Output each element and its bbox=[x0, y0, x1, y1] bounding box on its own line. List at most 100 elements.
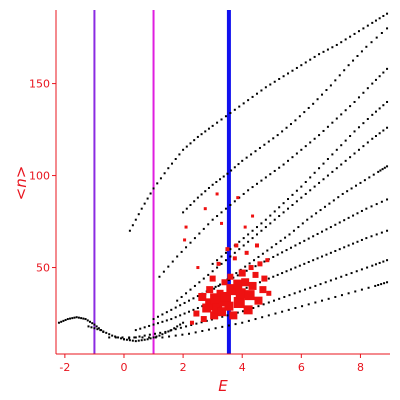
data-point bbox=[359, 181, 362, 184]
data-point bbox=[267, 301, 270, 304]
data-point bbox=[292, 229, 295, 232]
x-tick-label: 0 bbox=[120, 361, 127, 374]
data-point bbox=[300, 196, 303, 199]
data-point bbox=[161, 333, 164, 336]
data-point bbox=[349, 105, 352, 108]
data-point-red bbox=[257, 261, 263, 267]
data-point bbox=[272, 275, 275, 278]
x-axis-ticks: -2 0 2 4 6 8 bbox=[59, 354, 364, 374]
data-point bbox=[353, 100, 356, 103]
data-point bbox=[66, 318, 69, 321]
data-point bbox=[386, 100, 389, 103]
data-point bbox=[367, 286, 370, 289]
data-point-red bbox=[233, 296, 245, 308]
data-point bbox=[255, 92, 258, 95]
data-point bbox=[345, 273, 348, 276]
data-point-red bbox=[221, 279, 228, 286]
data-point bbox=[313, 137, 316, 140]
data-point bbox=[75, 316, 78, 319]
data-point bbox=[298, 115, 301, 118]
data-point bbox=[295, 152, 298, 155]
data-point bbox=[163, 172, 166, 175]
data-point-red bbox=[229, 311, 238, 320]
data-point bbox=[278, 206, 281, 209]
data-point bbox=[353, 32, 356, 35]
data-point bbox=[201, 330, 204, 333]
data-point bbox=[189, 203, 192, 206]
data-point bbox=[357, 30, 360, 33]
data-point bbox=[386, 229, 389, 232]
data-point-red bbox=[241, 278, 250, 287]
data-point bbox=[207, 186, 210, 189]
data-point bbox=[285, 126, 288, 129]
data-point bbox=[207, 328, 210, 331]
data-point bbox=[325, 89, 328, 92]
data-point bbox=[365, 45, 368, 48]
data-point bbox=[156, 322, 159, 325]
data-point bbox=[287, 159, 290, 162]
data-point bbox=[355, 270, 358, 273]
red-scatter-series bbox=[183, 192, 272, 325]
data-point bbox=[276, 273, 279, 276]
data-point-red bbox=[200, 316, 207, 323]
data-point bbox=[148, 336, 151, 339]
data-point bbox=[329, 84, 332, 87]
data-point-red bbox=[259, 286, 267, 294]
data-point-red bbox=[233, 279, 243, 289]
data-point bbox=[120, 337, 123, 340]
data-point bbox=[360, 209, 363, 212]
data-point bbox=[202, 227, 205, 230]
data-point bbox=[219, 283, 222, 286]
data-point bbox=[242, 244, 245, 247]
data-point bbox=[363, 179, 366, 182]
data-point-red bbox=[210, 311, 219, 320]
data-point bbox=[312, 235, 315, 238]
data-point bbox=[242, 192, 245, 195]
data-point-red bbox=[252, 271, 259, 278]
data-point bbox=[386, 126, 389, 129]
data-point bbox=[254, 150, 257, 153]
data-point-red bbox=[225, 247, 230, 252]
data-point bbox=[354, 290, 357, 293]
data-point bbox=[182, 148, 185, 151]
data-point bbox=[386, 67, 389, 70]
data-point bbox=[235, 272, 238, 275]
data-point bbox=[295, 189, 298, 192]
data-point bbox=[386, 281, 389, 284]
data-point bbox=[77, 316, 80, 319]
data-point bbox=[378, 17, 381, 20]
data-point bbox=[82, 317, 85, 320]
data-point bbox=[295, 66, 298, 69]
data-point bbox=[356, 54, 359, 57]
data-point bbox=[331, 46, 334, 49]
data-point bbox=[245, 286, 248, 289]
data-point-red bbox=[220, 291, 231, 302]
data-point bbox=[242, 237, 245, 240]
data-point bbox=[213, 287, 216, 290]
data-point bbox=[282, 202, 285, 205]
data-point bbox=[141, 336, 144, 339]
data-point bbox=[312, 259, 315, 262]
data-point bbox=[128, 339, 131, 342]
data-point bbox=[207, 223, 210, 226]
data-point bbox=[260, 229, 263, 232]
data-point-red bbox=[251, 214, 255, 218]
data-point bbox=[179, 323, 182, 326]
data-point bbox=[146, 197, 149, 200]
data-point bbox=[365, 207, 368, 210]
data-point bbox=[281, 272, 284, 275]
data-point bbox=[233, 251, 236, 254]
data-point bbox=[99, 329, 102, 332]
data-point bbox=[340, 294, 343, 297]
data-point bbox=[189, 241, 192, 244]
data-point bbox=[294, 307, 297, 310]
data-point-red bbox=[243, 305, 253, 315]
data-point bbox=[137, 339, 140, 342]
data-point bbox=[73, 316, 76, 319]
data-point bbox=[200, 133, 203, 136]
data-point bbox=[262, 303, 265, 306]
data-point bbox=[273, 80, 276, 83]
data-point bbox=[331, 121, 334, 124]
data-point bbox=[176, 255, 179, 258]
data-point bbox=[281, 130, 284, 133]
